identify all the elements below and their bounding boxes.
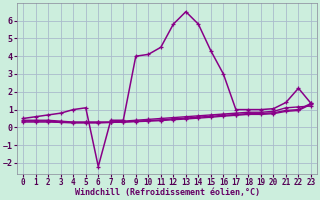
X-axis label: Windchill (Refroidissement éolien,°C): Windchill (Refroidissement éolien,°C) bbox=[75, 188, 260, 197]
